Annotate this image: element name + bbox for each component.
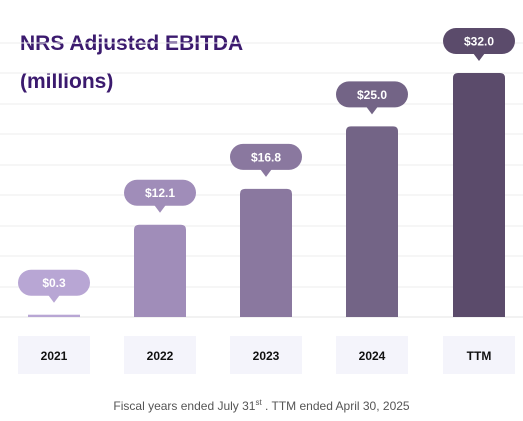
data-label-text: $25.0 xyxy=(357,88,387,102)
data-label-pointer xyxy=(366,106,378,115)
data-label-text: $12.1 xyxy=(145,186,175,200)
data-label-pointer xyxy=(48,294,60,303)
data-label-2022: $12.1 xyxy=(124,179,196,213)
data-label-2023: $16.8 xyxy=(230,143,302,177)
footnote-superscript: st xyxy=(255,398,262,407)
x-tick-label: 2024 xyxy=(359,349,386,363)
x-tick-label: 2023 xyxy=(253,349,280,363)
data-label-2024: $25.0 xyxy=(336,81,408,115)
data-label-text: $16.8 xyxy=(251,150,281,164)
x-tick-label: TTM xyxy=(467,349,492,363)
category-2022: 2022 xyxy=(124,336,196,374)
category-box xyxy=(230,336,302,374)
data-label-TTM: $32.0 xyxy=(443,28,515,61)
data-label-bubble xyxy=(18,269,90,296)
bar-2021 xyxy=(28,314,80,317)
category-TTM: TTM xyxy=(443,336,515,374)
bar-2024 xyxy=(346,126,398,317)
data-label-pointer xyxy=(473,53,485,61)
data-label-bubble xyxy=(230,143,302,170)
footnote: Fiscal years ended July 31st . TTM ended… xyxy=(0,398,523,413)
data-label-bubble xyxy=(443,28,515,54)
data-label-2021: $0.3 xyxy=(18,269,90,303)
bar-2022 xyxy=(134,224,186,317)
footnote-text: Fiscal years ended July 31 xyxy=(113,399,256,413)
data-label-text: $32.0 xyxy=(464,35,494,49)
category-box xyxy=(336,336,408,374)
category-box xyxy=(124,336,196,374)
data-label-bubble xyxy=(124,179,196,206)
category-2023: 2023 xyxy=(230,336,302,374)
chart-title-line2: (millions) xyxy=(20,70,114,93)
data-label-bubble xyxy=(336,81,408,108)
data-label-pointer xyxy=(260,168,272,177)
x-tick-label: 2021 xyxy=(41,349,68,363)
category-2021: 2021 xyxy=(18,336,90,374)
bar-2023 xyxy=(240,188,292,317)
data-label-pointer xyxy=(154,204,166,213)
data-label-text: $0.3 xyxy=(42,276,66,290)
category-box xyxy=(443,336,515,374)
footnote-text-ttm: . TTM ended April 30, 2025 xyxy=(261,399,410,413)
category-box xyxy=(18,336,90,374)
x-tick-label: 2022 xyxy=(147,349,174,363)
category-2024: 2024 xyxy=(336,336,408,374)
bar-TTM xyxy=(453,73,505,317)
